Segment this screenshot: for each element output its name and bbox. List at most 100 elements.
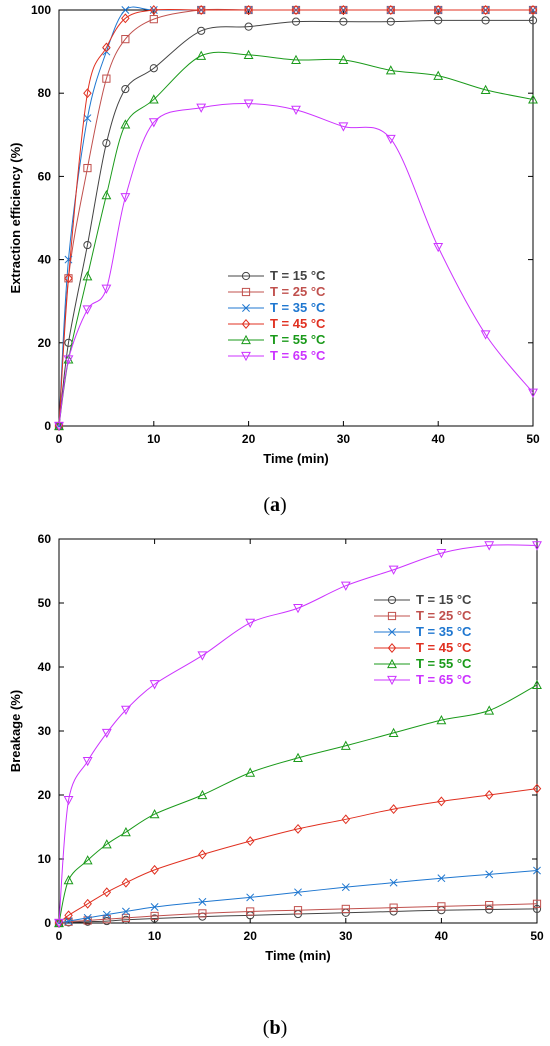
data-point (102, 42, 111, 53)
data-point (437, 902, 446, 911)
data-point (293, 823, 303, 834)
legend-marker (387, 675, 397, 686)
y-tick-label: 100 (31, 3, 51, 17)
x-axis-label: Time (min) (263, 451, 329, 466)
series-3 (54, 5, 538, 431)
data-point (386, 17, 395, 26)
data-point (246, 907, 255, 916)
data-point (388, 565, 399, 575)
series-5 (54, 541, 542, 929)
data-point (481, 16, 490, 25)
data-point (198, 897, 207, 906)
data-point (528, 94, 538, 104)
data-point (532, 899, 542, 908)
y-axis-label: Breakage (%) (8, 690, 23, 772)
data-point (436, 714, 447, 725)
series-line (58, 684, 538, 924)
data-point (436, 548, 447, 559)
y-tick-label: 20 (38, 788, 52, 802)
x-tick-label: 30 (339, 929, 353, 943)
data-point (339, 5, 348, 15)
data-point (433, 243, 444, 253)
legend-marker (241, 334, 251, 345)
series-5 (54, 99, 538, 432)
data-point (341, 814, 351, 825)
data-point (341, 883, 350, 892)
data-point (63, 355, 74, 365)
data-point (484, 705, 495, 715)
data-point (528, 388, 538, 398)
data-point (480, 84, 491, 94)
legend-marker (241, 287, 251, 297)
data-point (385, 134, 396, 145)
data-point (149, 5, 159, 15)
data-point (120, 193, 131, 203)
data-point (121, 13, 130, 24)
data-point (196, 5, 206, 15)
x-tick-label: 50 (526, 432, 540, 446)
series-4 (54, 679, 542, 928)
legend-marker (241, 319, 251, 329)
series-1 (54, 899, 542, 928)
data-point (294, 888, 302, 897)
breakage-chart: 0 10 20 30 40 50 0 10 20 30 40 50 60 Time (min) Breaka… (8, 532, 544, 963)
x-tick-label: 40 (435, 929, 449, 943)
series-0 (54, 16, 538, 431)
data-point (340, 581, 351, 591)
data-point (532, 541, 542, 551)
legend-label: T = 55 °C (270, 332, 326, 347)
data-point (243, 99, 254, 109)
data-point (338, 54, 349, 65)
series-line (58, 6, 533, 427)
data-point (149, 64, 158, 73)
legend-label: T = 15 °C (416, 592, 472, 607)
legend: T = 15 °CT = 25 °CT = 35 °CT = 45 °CT = … (374, 592, 472, 687)
data-point (102, 74, 111, 83)
data-point (121, 877, 131, 888)
data-point (386, 5, 396, 15)
data-point (437, 874, 446, 883)
series-line (58, 51, 534, 427)
y-tick-label: 0 (44, 916, 51, 930)
legend-label: T = 65 °C (416, 672, 472, 687)
data-point (83, 88, 92, 99)
data-point (101, 839, 112, 849)
data-point (339, 17, 348, 26)
data-point (243, 49, 254, 60)
data-point (82, 756, 93, 767)
data-point (63, 874, 74, 885)
x-tick-label: 20 (242, 432, 256, 446)
data-point (149, 680, 160, 690)
data-point (433, 70, 444, 80)
data-point (485, 905, 494, 914)
data-point (341, 904, 350, 914)
data-point (389, 804, 398, 815)
legend-label: T = 45 °C (270, 316, 326, 331)
data-point (485, 900, 494, 910)
data-point (82, 271, 93, 281)
data-point (291, 54, 301, 65)
data-point (291, 105, 301, 116)
data-point (83, 916, 92, 925)
legend-label: T = 55 °C (416, 656, 472, 671)
data-point (291, 5, 301, 15)
series-line (58, 544, 538, 924)
data-point (149, 15, 158, 24)
data-point (338, 122, 349, 132)
data-point (83, 898, 92, 909)
data-point (148, 118, 159, 128)
legend-marker (388, 628, 396, 636)
data-point (149, 809, 160, 819)
legend-label: T = 45 °C (416, 640, 472, 655)
series-line (58, 19, 533, 427)
data-point (245, 618, 256, 629)
legend-label: T = 25 °C (416, 608, 472, 623)
series-line (58, 870, 538, 924)
x-tick-label: 40 (432, 432, 446, 446)
data-point (484, 541, 495, 551)
data-point (340, 740, 351, 750)
data-point (102, 910, 111, 919)
legend-label: T = 15 °C (270, 268, 326, 283)
y-tick-label: 0 (44, 419, 51, 433)
data-point (83, 163, 92, 173)
